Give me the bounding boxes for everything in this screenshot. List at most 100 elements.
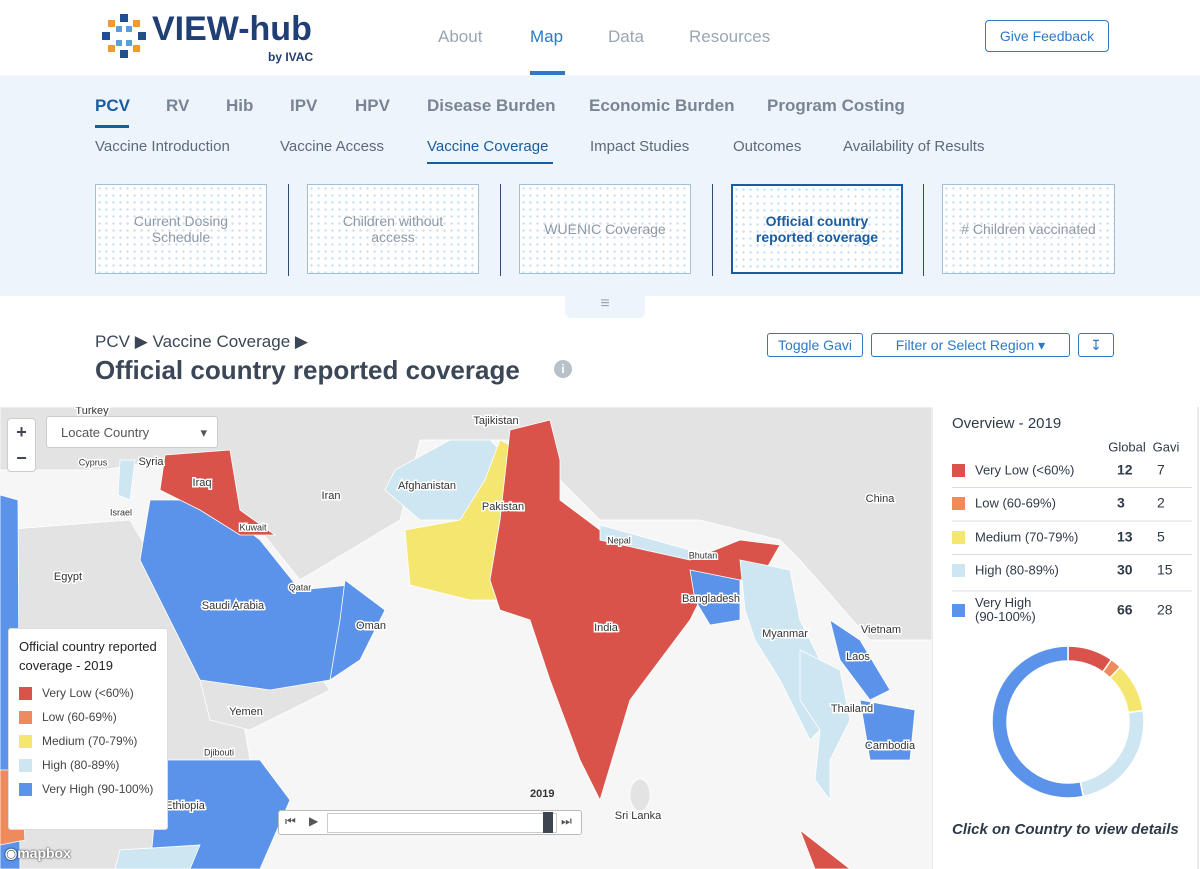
- vaccine-tab[interactable]: PCV: [95, 96, 130, 115]
- country-label[interactable]: Afghanistan: [396, 478, 457, 493]
- country-label[interactable]: Egypt: [52, 569, 83, 584]
- vaccine-tab[interactable]: Disease Burden: [427, 96, 556, 115]
- collapse-handle[interactable]: ≡: [565, 296, 645, 318]
- row-label: Low (60-69%): [975, 495, 1056, 510]
- view-card[interactable]: Children without access: [307, 184, 479, 274]
- country-label[interactable]: Israel: [108, 506, 133, 519]
- topic-tab[interactable]: Availability of Results: [843, 138, 985, 155]
- country-label[interactable]: Ethiopia: [164, 798, 208, 813]
- country-label[interactable]: Vietnam: [859, 622, 902, 637]
- country-label[interactable]: Djibouti: [202, 746, 235, 759]
- view-card[interactable]: Current Dosing Schedule: [95, 184, 267, 274]
- row-swatch: [952, 564, 965, 577]
- row-swatch: [952, 604, 965, 617]
- vaccine-tab[interactable]: IPV: [290, 96, 318, 115]
- crumb[interactable]: PCV: [95, 332, 130, 351]
- country-label[interactable]: Nepal: [606, 534, 633, 547]
- country-label[interactable]: Oman: [355, 618, 388, 633]
- country-label[interactable]: Cyprus: [77, 456, 109, 469]
- topic-tab[interactable]: Outcomes: [733, 138, 802, 155]
- legend-item: Very High (90-100%): [19, 777, 157, 801]
- page-title: Official country reported coverage: [95, 355, 520, 385]
- filter-label: Filter or Select Region: [895, 337, 1035, 353]
- legend-label: Very High (90-100%): [42, 782, 154, 796]
- vaccine-tab[interactable]: Hib: [226, 96, 254, 115]
- legend-item: Low (60-69%): [19, 705, 157, 729]
- country-label[interactable]: Cambodia: [863, 738, 917, 753]
- gavi-count: 15: [1157, 562, 1173, 578]
- country-label[interactable]: India: [593, 620, 621, 635]
- vaccine-tab[interactable]: Program Costing: [767, 96, 905, 115]
- view-card[interactable]: # Children vaccinated: [942, 184, 1115, 274]
- toggle-gavi-button[interactable]: Toggle Gavi: [767, 333, 863, 357]
- country-label[interactable]: Bhutan: [687, 549, 719, 562]
- play-button[interactable]: ▶: [309, 814, 319, 828]
- row-swatch: [952, 497, 965, 510]
- nav-link[interactable]: Data: [608, 27, 644, 46]
- country-label[interactable]: Syria: [137, 454, 166, 469]
- country-label[interactable]: Saudi Arabia: [200, 598, 266, 613]
- row-label: Medium (70-79%): [975, 529, 1078, 544]
- gavi-count: 28: [1157, 602, 1173, 618]
- donut-segment: [991, 645, 1085, 799]
- topic-tab[interactable]: Impact Studies: [590, 138, 690, 155]
- legend-item: Very Low (<60%): [19, 681, 157, 705]
- row-label: Very Low (<60%): [975, 462, 1074, 477]
- last-button[interactable]: ⏭: [561, 814, 572, 828]
- legend-items: Very Low (<60%) Low (60-69%) Medium (70-79…: [19, 681, 157, 801]
- first-button[interactable]: ⏮: [285, 814, 296, 828]
- filter-button[interactable]: Filter or Select Region ▾: [871, 333, 1070, 357]
- locate-label: Locate Country: [61, 425, 150, 440]
- column-header: Gavi: [1153, 439, 1180, 454]
- legend-title: Official country reported coverage - 201…: [19, 639, 157, 673]
- country-label[interactable]: Turkey: [74, 407, 111, 418]
- country-label[interactable]: Sri Lanka: [613, 808, 663, 823]
- feedback-button[interactable]: Give Feedback: [985, 20, 1109, 52]
- map-legend: Official country reported coverage - 201…: [8, 628, 168, 830]
- country-label[interactable]: Iraq: [191, 475, 213, 490]
- tab-active: [95, 125, 129, 128]
- nav-active: [530, 71, 565, 75]
- download-button[interactable]: ↧: [1078, 333, 1114, 357]
- logo: VIEW-hub: [152, 10, 312, 48]
- topic-tab[interactable]: Vaccine Coverage: [427, 138, 549, 155]
- country-label[interactable]: Bangladesh: [680, 591, 741, 606]
- country-label[interactable]: Myanmar: [761, 626, 810, 641]
- row-swatch: [952, 531, 965, 544]
- country-label[interactable]: Iran: [320, 488, 342, 503]
- gavi-count: 5: [1157, 529, 1165, 545]
- locate-dropdown[interactable]: Locate Country ▾: [46, 416, 218, 448]
- logo-sub: by IVAC: [268, 50, 314, 64]
- country-label[interactable]: China: [864, 491, 897, 506]
- caret: ▾: [200, 425, 207, 440]
- topic-tab[interactable]: Vaccine Introduction: [95, 138, 230, 155]
- info-icon[interactable]: i: [554, 360, 572, 378]
- vaccine-tab[interactable]: RV: [166, 96, 190, 115]
- country-label[interactable]: Kuwait: [238, 521, 269, 534]
- country-label[interactable]: Yemen: [228, 704, 265, 719]
- view-card[interactable]: WUENIC Coverage: [519, 184, 691, 274]
- nav-link[interactable]: Map: [530, 27, 564, 46]
- nav-link[interactable]: Resources: [689, 27, 771, 46]
- legend-label: Low (60-69%): [42, 710, 117, 724]
- vaccine-tab[interactable]: Economic Burden: [589, 96, 735, 115]
- legend-swatch: [19, 758, 32, 772]
- overview-title: Overview - 2019: [952, 415, 1061, 432]
- country-label[interactable]: Thailand: [829, 701, 874, 716]
- zoom-control[interactable]: + −: [7, 418, 36, 472]
- crumb[interactable]: Vaccine Coverage: [152, 332, 291, 351]
- topic-tab[interactable]: Vaccine Access: [280, 138, 384, 155]
- view-card[interactable]: Official country reported coverage: [731, 184, 903, 274]
- logo-icon: [102, 14, 146, 58]
- nav-link[interactable]: About: [438, 27, 483, 46]
- overview-footer: Click on Country to view details: [952, 821, 1179, 838]
- country-label[interactable]: Pakistan: [480, 499, 525, 514]
- gavi-count: 2: [1157, 495, 1165, 511]
- timeline-handle[interactable]: [543, 812, 553, 833]
- country-label[interactable]: Qatar: [287, 581, 313, 594]
- vaccine-tab[interactable]: HPV: [355, 96, 390, 115]
- country-label[interactable]: Laos: [845, 649, 872, 664]
- country-label[interactable]: Tajikistan: [472, 413, 520, 428]
- tab-active: [427, 162, 553, 164]
- donut-segment: [1108, 665, 1144, 714]
